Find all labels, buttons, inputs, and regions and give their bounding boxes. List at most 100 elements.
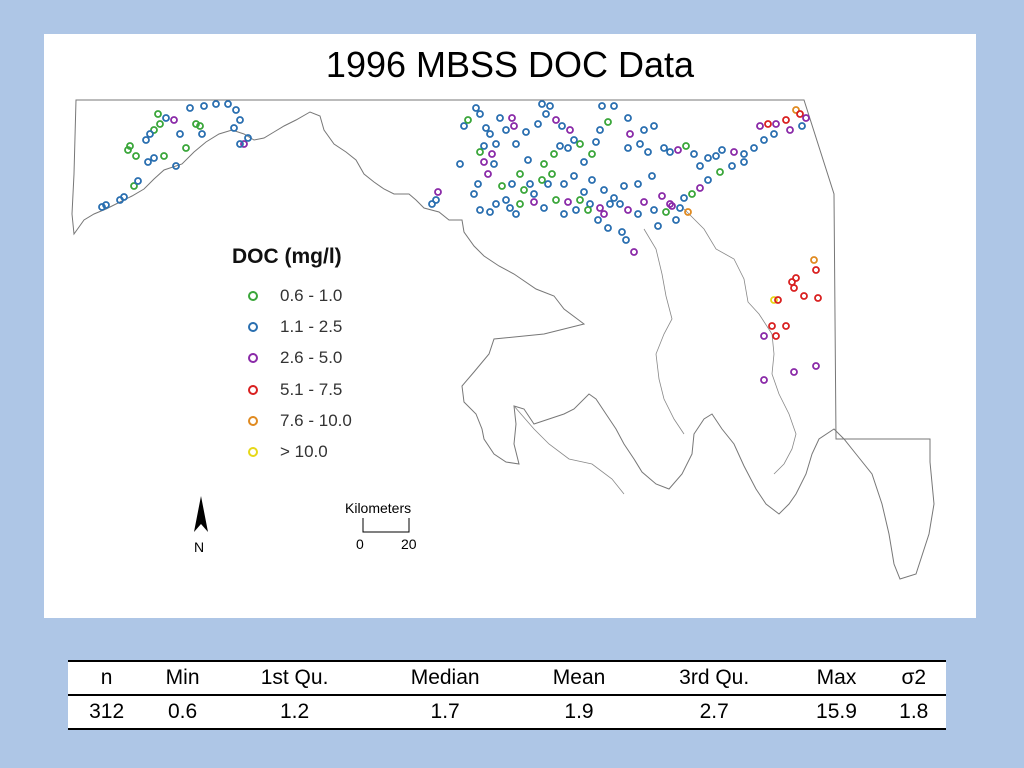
- sample-point-marker: [516, 170, 524, 178]
- sample-point-marker: [538, 176, 546, 184]
- sample-point-marker: [538, 100, 546, 108]
- sample-point-marker: [662, 208, 670, 216]
- sample-point-marker: [634, 210, 642, 218]
- sample-point-marker: [490, 160, 498, 168]
- sample-point-marker: [660, 144, 668, 152]
- sample-point-marker: [792, 106, 800, 114]
- sample-point-marker: [624, 114, 632, 122]
- sample-point-marker: [564, 144, 572, 152]
- sample-point-marker: [790, 368, 798, 376]
- sample-point-marker: [586, 200, 594, 208]
- sample-point-marker: [624, 206, 632, 214]
- sample-point-marker: [636, 140, 644, 148]
- sample-point-marker: [588, 150, 596, 158]
- sample-point-marker: [556, 142, 564, 150]
- sample-point-marker: [506, 204, 514, 212]
- sample-point-marker: [648, 172, 656, 180]
- sample-point-marker: [760, 136, 768, 144]
- sample-point-marker: [630, 248, 638, 256]
- sample-point-marker: [172, 162, 180, 170]
- sample-point-marker: [802, 114, 810, 122]
- sample-point-marker: [570, 136, 578, 144]
- sample-point-marker: [666, 148, 674, 156]
- legend-circle-icon: [248, 416, 258, 426]
- sample-point-marker: [760, 332, 768, 340]
- legend-label: 1.1 - 2.5: [280, 317, 343, 336]
- sample-point-marker: [476, 148, 484, 156]
- table-cell: 1.9: [564, 700, 594, 723]
- map-canvas: [71, 99, 935, 580]
- sample-point-marker: [488, 150, 496, 158]
- sample-point-marker: [134, 177, 142, 185]
- sample-point-marker: [672, 216, 680, 224]
- sample-point-marker: [182, 144, 190, 152]
- sample-point-marker: [740, 158, 748, 166]
- sample-point-marker: [472, 104, 480, 112]
- table-cell: 2.7: [699, 700, 729, 723]
- sample-point-marker: [570, 172, 578, 180]
- legend-item: 7.6 - 10.0: [248, 411, 352, 431]
- table-cell: 1.2: [279, 700, 310, 723]
- sample-point-marker: [474, 180, 482, 188]
- sample-point-marker: [624, 144, 632, 152]
- sample-point-marker: [650, 122, 658, 130]
- bay-shoreline-west: [643, 228, 685, 435]
- sample-point-marker: [688, 190, 696, 198]
- sample-point-marker: [244, 134, 252, 142]
- sample-point-marker: [456, 160, 464, 168]
- scale-bar-title: Kilometers: [345, 500, 412, 516]
- sample-point-marker: [150, 154, 158, 162]
- column-header: Mean: [521, 661, 637, 696]
- sample-point-marker: [162, 114, 170, 122]
- sample-point-marker: [492, 200, 500, 208]
- sample-point-marker: [524, 156, 532, 164]
- sample-point-marker: [814, 294, 822, 302]
- sample-point-marker: [580, 188, 588, 196]
- sample-point-marker: [156, 120, 164, 128]
- column-header: 3rd Qu.: [636, 661, 792, 696]
- sample-point-marker: [790, 284, 798, 292]
- legend-item: 5.1 - 7.5: [248, 380, 342, 400]
- table-row: 312 0.6 1.2 1.7 1.9 2.7 15.9 1.8: [68, 695, 946, 729]
- north-arrow-label: N: [194, 539, 205, 555]
- map-panel: 1996 MBSS DOC Data DOC (mg/l) 0.6 - 1.0 …: [44, 34, 976, 618]
- sample-point-marker: [600, 210, 608, 218]
- sample-point-marker: [674, 146, 682, 154]
- sample-point-marker: [510, 122, 518, 130]
- sample-point-marker: [682, 142, 690, 150]
- sample-point-marker: [552, 196, 560, 204]
- sample-point-marker: [604, 118, 612, 126]
- legend-title: DOC (mg/l): [232, 245, 342, 268]
- sample-point-marker: [486, 208, 494, 216]
- scale-bar-start: 0: [356, 536, 364, 552]
- sample-point-marker: [716, 168, 724, 176]
- column-header: n: [68, 661, 146, 696]
- legend-label: 2.6 - 5.0: [280, 348, 343, 367]
- legend-item: 0.6 - 1.0: [248, 286, 342, 306]
- sample-point-marker: [526, 180, 534, 188]
- sample-points: [98, 100, 822, 384]
- sample-point-marker: [650, 206, 658, 214]
- sample-point-marker: [598, 102, 606, 110]
- sample-point-marker: [512, 140, 520, 148]
- sample-point-marker: [616, 200, 624, 208]
- potomac-shoreline: [513, 405, 625, 495]
- sample-point-marker: [606, 200, 614, 208]
- legend-item: 2.6 - 5.0: [248, 348, 342, 368]
- table-cell: 1.7: [430, 700, 460, 723]
- sample-point-marker: [764, 120, 772, 128]
- sample-point-marker: [150, 126, 158, 134]
- sample-point-marker: [750, 144, 758, 152]
- sample-point-marker: [770, 130, 778, 138]
- sample-point-marker: [516, 200, 524, 208]
- sample-point-marker: [658, 192, 666, 200]
- sample-point-marker: [712, 152, 720, 160]
- sample-point-marker: [198, 130, 206, 138]
- sample-point-marker: [484, 170, 492, 178]
- sample-point-marker: [812, 362, 820, 370]
- sample-point-marker: [464, 116, 472, 124]
- legend-label: 7.6 - 10.0: [280, 411, 352, 430]
- sample-point-marker: [508, 114, 516, 122]
- sample-point-marker: [236, 140, 244, 148]
- sample-point-marker: [542, 110, 550, 118]
